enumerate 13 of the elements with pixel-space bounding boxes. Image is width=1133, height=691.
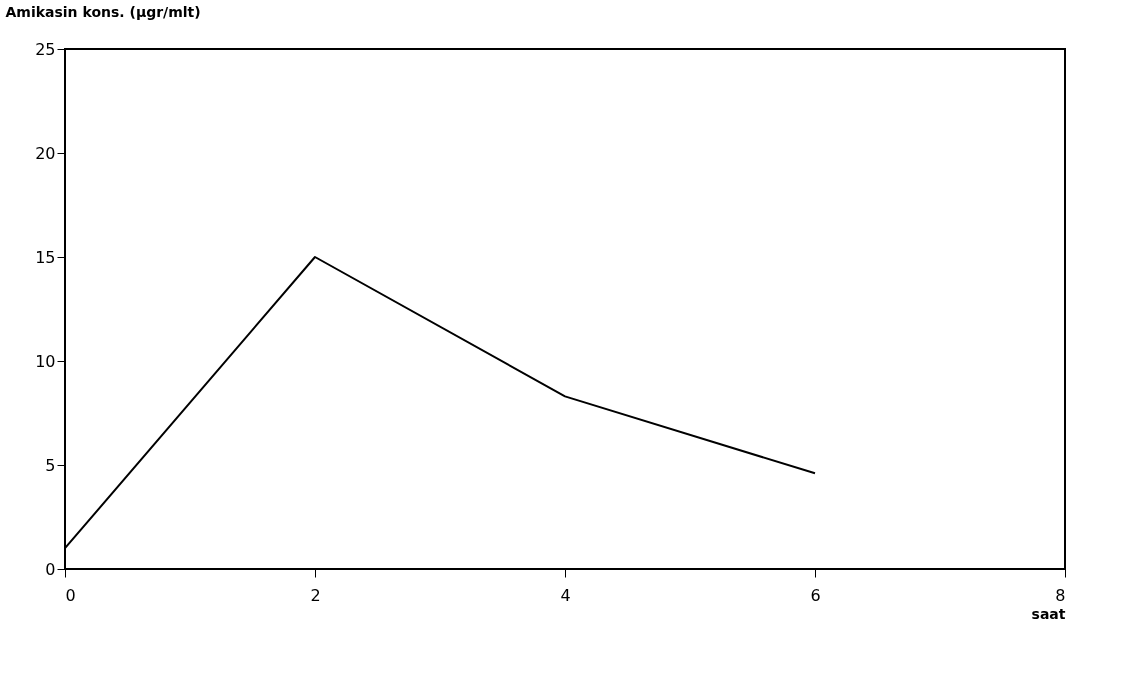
y-tick-label: 10	[35, 351, 56, 371]
y-tick-label: 15	[35, 247, 56, 267]
y-tick-label: 25	[35, 39, 56, 59]
x-tick-label: 0	[65, 585, 76, 605]
x-tick-label: 6	[810, 585, 821, 605]
y-tick-label: 0	[45, 559, 56, 579]
y-tick-label: 20	[35, 143, 56, 163]
y-tick-label: 5	[45, 455, 56, 475]
x-tick-label: 8	[1055, 585, 1066, 605]
y-axis-title: Amikasin kons. (µgr/mlt)	[5, 3, 201, 20]
x-tick-label: 4	[560, 585, 571, 605]
x-tick-label: 2	[310, 585, 321, 605]
x-axis-title: saat	[1031, 605, 1066, 622]
